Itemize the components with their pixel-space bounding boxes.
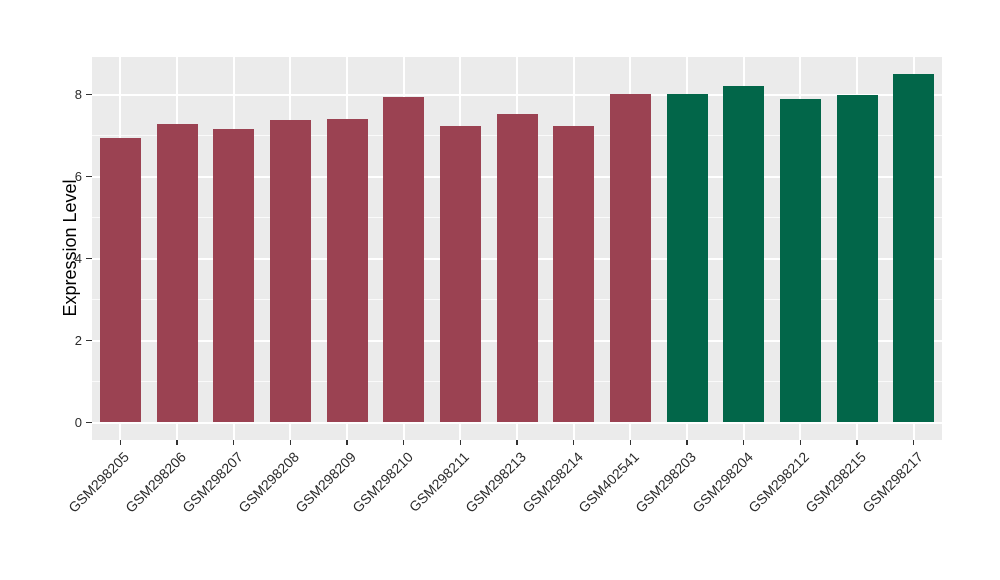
bar-GSM402541 [609,93,651,423]
x-tick-mark [912,440,915,445]
x-tick-mark [289,440,292,445]
y-tick-mark [86,175,92,178]
bar-GSM298206 [156,123,198,423]
y-tick-label: 8 [74,86,82,102]
bar-GSM298217 [893,74,935,423]
x-tick-mark [799,440,802,445]
x-tick-mark [346,440,348,445]
x-tick-mark [459,440,462,445]
bar-GSM298212 [779,99,821,423]
x-tick-mark [119,440,122,445]
bar-GSM298211 [439,126,481,423]
y-tick-label: 2 [74,332,82,348]
bar-GSM298210 [383,96,425,423]
y-tick-mark [86,421,92,424]
plot-panel [92,57,942,440]
bar-GSM298213 [496,114,538,423]
x-tick-mark [686,440,688,445]
bar-GSM298207 [213,128,255,423]
y-tick-label: 0 [74,414,82,430]
x-tick-mark [629,440,632,445]
y-tick-mark [86,93,92,96]
bar-GSM298208 [269,119,311,423]
x-tick-mark [516,440,518,445]
bar-GSM298204 [723,85,765,423]
x-tick-mark [572,440,575,445]
x-tick-mark [176,440,178,445]
y-tick-label: 6 [74,168,82,184]
x-tick-mark [402,440,405,445]
x-tick-mark [742,440,745,445]
bar-GSM298209 [326,118,368,423]
x-tick-mark [856,440,858,445]
y-tick-mark [86,339,92,342]
y-tick-label: 4 [74,250,82,266]
y-tick-mark [86,257,92,260]
bar-GSM298215 [836,95,878,423]
bar-GSM298214 [553,125,595,423]
bar-GSM298203 [666,94,708,423]
bar-GSM298205 [99,138,141,423]
x-tick-mark [232,440,235,445]
